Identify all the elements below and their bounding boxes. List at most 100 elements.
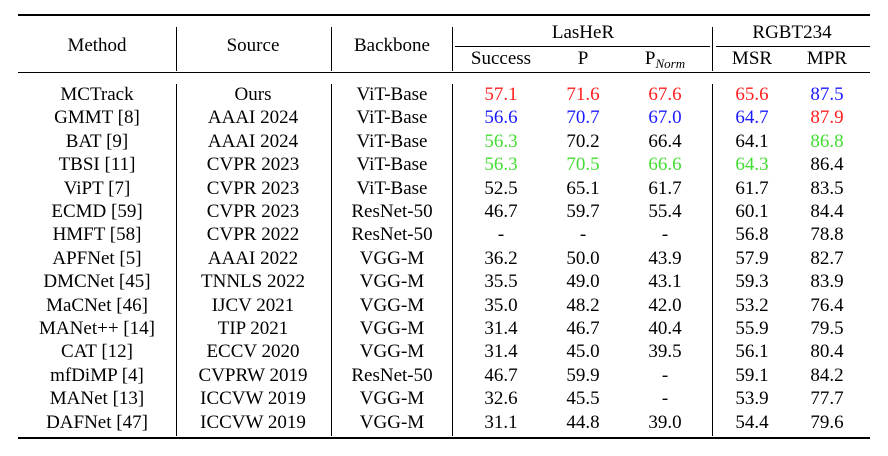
cell-method: ViPT [7] (63, 177, 131, 199)
cell-source: CVPR 2023 (206, 201, 300, 222)
cell-success: 56.3 (484, 154, 518, 176)
cell-method: mfDiMP [4] (50, 364, 144, 386)
cell-source: CVPRW 2019 (198, 364, 308, 386)
cell-mpr: 84.2 (810, 364, 844, 386)
cell-method: APFNet [5] (52, 247, 142, 269)
header-method: Method (67, 35, 127, 56)
cell-success: 36.2 (484, 247, 518, 269)
header-source: Source (226, 35, 280, 56)
cell-mpr: 87.5 (810, 84, 844, 105)
cell-backbone: ViT-Base (356, 130, 428, 152)
cell-p: 70.2 (566, 130, 600, 152)
cell-mpr: 83.9 (810, 271, 844, 293)
cell-source: ECCV 2020 (206, 341, 300, 363)
col-divider (712, 27, 713, 71)
cell-msr: 61.7 (735, 177, 769, 199)
cell-method: CAT [12] (61, 341, 133, 363)
cell-source: ICCVW 2019 (200, 411, 306, 433)
cell-success: 52.5 (484, 177, 518, 199)
cell-p: 46.7 (566, 318, 600, 339)
col-divider (452, 27, 453, 71)
cell-pnorm: 43.9 (648, 247, 682, 269)
cell-msr: 56.1 (735, 341, 769, 363)
cell-source: TIP 2021 (217, 318, 289, 339)
cell-backbone: VGG-M (359, 411, 425, 433)
cell-pnorm: - (661, 364, 669, 386)
cell-pnorm: 55.4 (648, 201, 682, 222)
cell-pnorm: 66.4 (648, 130, 682, 152)
col-divider (712, 84, 713, 436)
col-divider (452, 84, 453, 436)
cell-method: DMCNet [45] (43, 271, 151, 293)
cell-p: 45.5 (566, 388, 600, 410)
cell-mpr: 86.4 (810, 154, 844, 176)
header-mpr: MPR (806, 48, 848, 69)
cell-method: HMFT [58] (52, 224, 142, 246)
header-backbone: Backbone (354, 35, 430, 56)
cell-msr: 65.6 (735, 84, 769, 105)
cell-success: - (497, 224, 505, 246)
cell-success: 32.6 (484, 388, 518, 410)
cell-p: 49.0 (566, 271, 600, 293)
cell-source: AAAI 2022 (207, 247, 299, 269)
cell-p: 44.8 (566, 411, 600, 433)
cell-mpr: 79.5 (810, 318, 844, 339)
cell-pnorm: 39.5 (648, 341, 682, 363)
cell-msr: 56.8 (735, 224, 769, 246)
cell-mpr: 76.4 (810, 294, 844, 316)
cell-pnorm: 66.6 (648, 154, 682, 176)
col-divider (176, 84, 177, 436)
cell-success: 31.1 (484, 411, 518, 433)
cell-method: MANet [13] (49, 388, 145, 410)
cell-success: 46.7 (484, 364, 518, 386)
cell-source: TNNLS 2022 (201, 271, 305, 293)
cell-source: AAAI 2024 (207, 130, 299, 152)
cell-backbone: VGG-M (359, 318, 425, 339)
cell-p: - (579, 224, 587, 246)
cell-mpr: 83.5 (810, 177, 844, 199)
cell-source: IJCV 2021 (211, 294, 295, 316)
cell-success: 46.7 (484, 201, 518, 222)
col-divider (176, 27, 177, 71)
cell-method: BAT [9] (65, 130, 129, 152)
cell-mpr: 79.6 (810, 411, 844, 433)
cell-pnorm: 39.0 (648, 411, 682, 433)
cell-success: 35.5 (484, 271, 518, 293)
cell-msr: 53.2 (735, 294, 769, 316)
cell-source: CVPR 2023 (206, 177, 300, 199)
cell-success: 56.6 (484, 107, 518, 129)
cell-method: DAFNet [47] (46, 411, 148, 433)
cell-p: 45.0 (566, 341, 600, 363)
header-msr: MSR (731, 48, 773, 69)
cell-p: 70.5 (566, 154, 600, 176)
header-pnorm-base: P (644, 48, 656, 69)
cell-msr: 60.1 (735, 201, 769, 222)
header-pnorm-subscript: Norm (655, 56, 686, 71)
cell-msr: 57.9 (735, 247, 769, 269)
cell-backbone: ViT-Base (356, 154, 428, 176)
cell-source: AAAI 2024 (207, 107, 299, 129)
header-lasher: LasHeR (551, 22, 615, 43)
cell-backbone: ViT-Base (356, 107, 428, 129)
cell-backbone: VGG-M (359, 271, 425, 293)
cell-p: 59.7 (566, 201, 600, 222)
cell-mpr: 80.4 (810, 341, 844, 363)
header-p: P (577, 48, 589, 69)
cell-mpr: 78.8 (810, 224, 844, 246)
cell-backbone: VGG-M (359, 388, 425, 410)
cell-pnorm: 61.7 (648, 177, 682, 199)
cell-pnorm: 67.0 (648, 107, 682, 129)
cell-p: 70.7 (566, 107, 600, 129)
cell-msr: 53.9 (735, 388, 769, 410)
cell-pnorm: - (661, 388, 669, 410)
cell-pnorm: - (661, 224, 669, 246)
cell-backbone: VGG-M (359, 294, 425, 316)
cell-source: Ours (234, 84, 272, 105)
cell-method: MaCNet [46] (46, 294, 148, 316)
cell-pnorm: 40.4 (648, 318, 682, 339)
cell-success: 31.4 (484, 341, 518, 363)
cell-mpr: 86.8 (810, 130, 844, 152)
cell-source: ICCVW 2019 (200, 388, 306, 410)
cell-method: MANet++ [14] (39, 318, 155, 339)
